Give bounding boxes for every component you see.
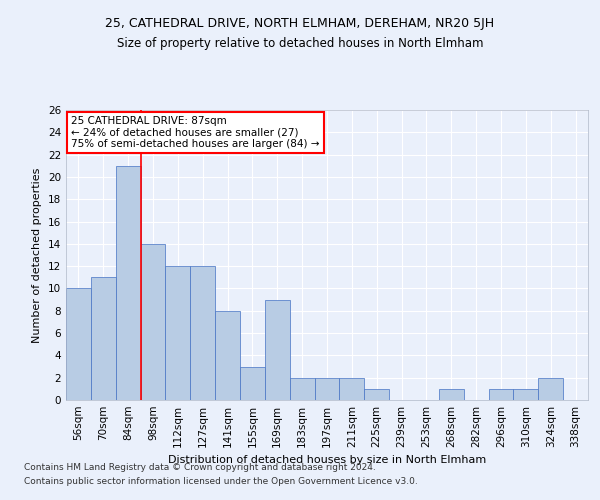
Bar bbox=[488, 389, 514, 400]
Bar bbox=[190, 266, 215, 400]
Bar bbox=[215, 311, 240, 400]
X-axis label: Distribution of detached houses by size in North Elmham: Distribution of detached houses by size … bbox=[168, 456, 486, 466]
Text: Contains HM Land Registry data © Crown copyright and database right 2024.: Contains HM Land Registry data © Crown c… bbox=[24, 462, 376, 471]
Bar bbox=[340, 378, 364, 400]
Bar bbox=[116, 166, 140, 400]
Bar bbox=[265, 300, 290, 400]
Bar bbox=[66, 288, 91, 400]
Bar bbox=[514, 389, 538, 400]
Bar bbox=[240, 366, 265, 400]
Bar bbox=[364, 389, 389, 400]
Text: Size of property relative to detached houses in North Elmham: Size of property relative to detached ho… bbox=[117, 38, 483, 51]
Bar bbox=[91, 278, 116, 400]
Bar bbox=[166, 266, 190, 400]
Bar bbox=[140, 244, 166, 400]
Bar bbox=[314, 378, 340, 400]
Bar bbox=[439, 389, 464, 400]
Text: 25, CATHEDRAL DRIVE, NORTH ELMHAM, DEREHAM, NR20 5JH: 25, CATHEDRAL DRIVE, NORTH ELMHAM, DEREH… bbox=[106, 18, 494, 30]
Bar bbox=[290, 378, 314, 400]
Bar bbox=[538, 378, 563, 400]
Text: 25 CATHEDRAL DRIVE: 87sqm
← 24% of detached houses are smaller (27)
75% of semi-: 25 CATHEDRAL DRIVE: 87sqm ← 24% of detac… bbox=[71, 116, 320, 149]
Y-axis label: Number of detached properties: Number of detached properties bbox=[32, 168, 43, 342]
Text: Contains public sector information licensed under the Open Government Licence v3: Contains public sector information licen… bbox=[24, 478, 418, 486]
